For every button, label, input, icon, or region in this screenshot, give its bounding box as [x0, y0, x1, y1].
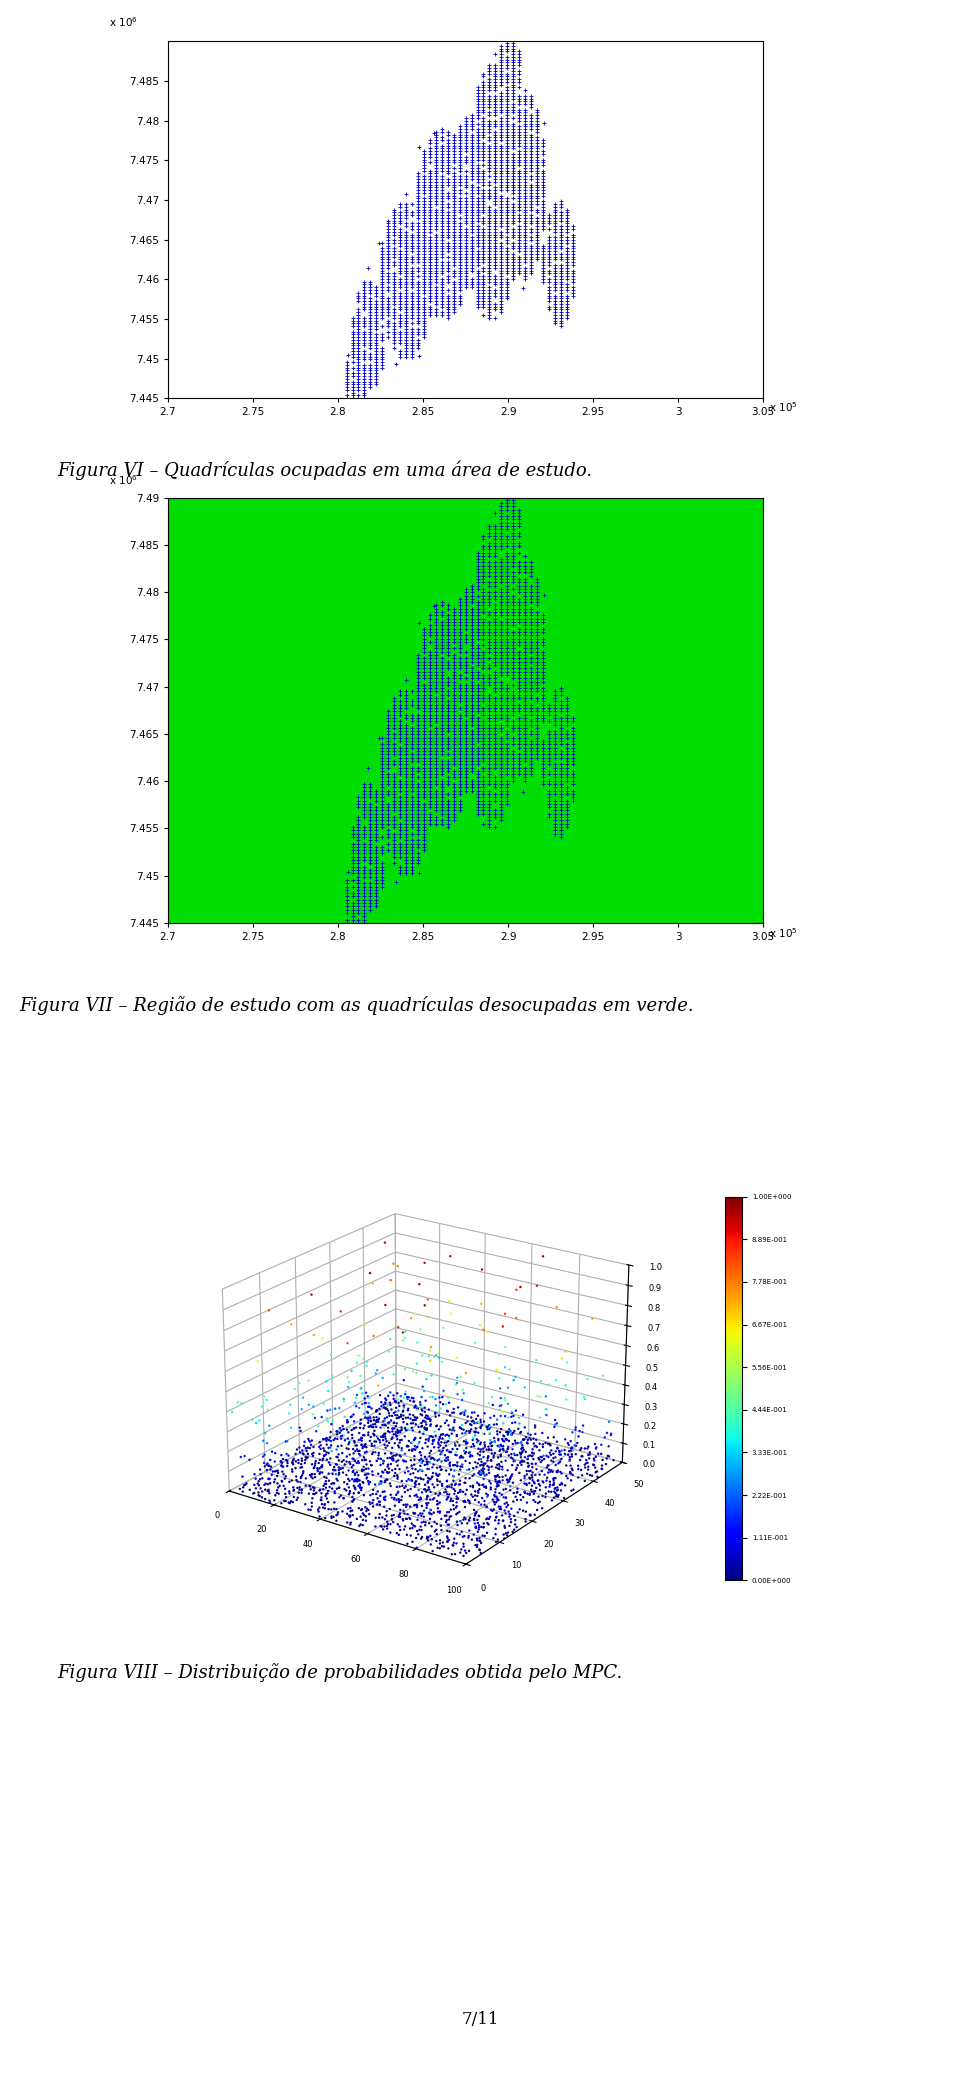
Text: x 10$^6$: x 10$^6$ — [109, 15, 138, 29]
Text: x 10$^5$: x 10$^5$ — [769, 400, 798, 415]
Text: x 10$^6$: x 10$^6$ — [109, 473, 138, 487]
Text: Figura VII – Região de estudo com as quadrículas desocupadas em verde.: Figura VII – Região de estudo com as qua… — [19, 996, 694, 1014]
Text: Figura VIII – Distribuição de probabilidades obtida pelo MPC.: Figura VIII – Distribuição de probabilid… — [58, 1663, 623, 1682]
Text: 7/11: 7/11 — [461, 2012, 499, 2028]
Text: x 10$^5$: x 10$^5$ — [769, 925, 798, 940]
Text: Figura VI – Quadrículas ocupadas em uma área de estudo.: Figura VI – Quadrículas ocupadas em uma … — [58, 460, 592, 479]
